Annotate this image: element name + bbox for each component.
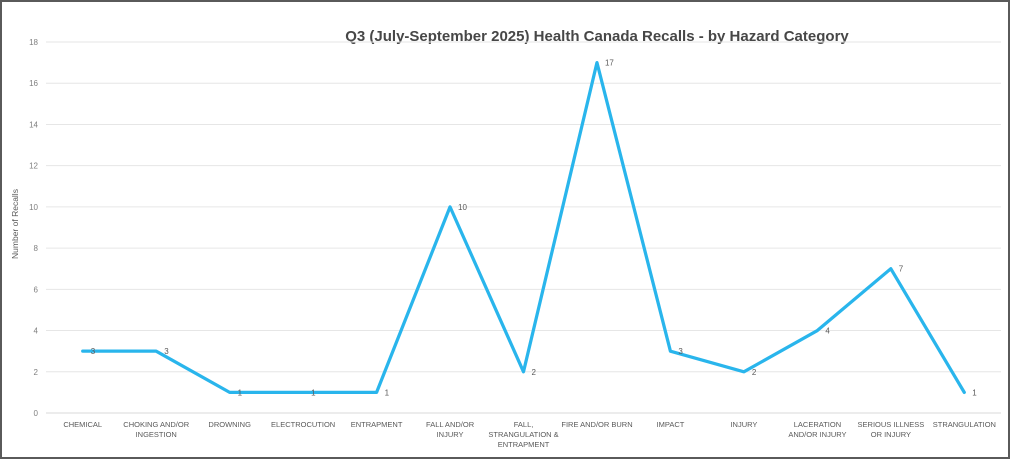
y-tick-label: 12 bbox=[29, 162, 38, 171]
data-label: 17 bbox=[605, 59, 614, 68]
data-label: 10 bbox=[458, 203, 467, 212]
data-label: 2 bbox=[752, 368, 757, 377]
y-tick-label: 8 bbox=[34, 244, 39, 253]
x-axis-label: ELECTROCUTION bbox=[271, 420, 336, 429]
x-axis-label: FALL, STRANGULATION & ENTRAPMENT bbox=[488, 420, 559, 449]
x-axis-label: FALL AND/OR INJURY bbox=[426, 420, 475, 439]
x-axis-label: INJURY bbox=[730, 420, 758, 429]
y-tick-label: 14 bbox=[29, 120, 38, 129]
data-label: 3 bbox=[164, 347, 169, 356]
x-axis-label: CHEMICAL bbox=[63, 420, 103, 429]
data-label: 3 bbox=[91, 347, 96, 356]
data-label: 1 bbox=[385, 388, 390, 397]
x-axis-labels: CHEMICAL CHOKING AND/OR INGESTION DROWNING E… bbox=[46, 420, 1001, 449]
x-axis-label: SERIOUS ILLNESS OR INJURY bbox=[857, 420, 925, 439]
data-label: 1 bbox=[238, 388, 243, 397]
x-axis-label: CHOKING AND/OR INGESTION bbox=[123, 420, 190, 439]
x-axis-label: LACERATION AND/OR INJURY bbox=[788, 420, 847, 439]
y-tick-label: 2 bbox=[34, 368, 39, 377]
data-label: 7 bbox=[899, 265, 904, 274]
y-tick-label: 10 bbox=[29, 203, 38, 212]
data-label: 3 bbox=[678, 347, 683, 356]
x-axis-label: DROWNING bbox=[208, 420, 251, 429]
data-label: 1 bbox=[311, 388, 316, 397]
data-label: 4 bbox=[825, 327, 830, 336]
data-label: 2 bbox=[532, 368, 537, 377]
y-tick-label: 18 bbox=[29, 38, 38, 47]
y-tick-label: 16 bbox=[29, 79, 38, 88]
data-label: 1 bbox=[972, 388, 977, 397]
y-tick-label: 4 bbox=[34, 327, 39, 336]
series-line bbox=[81, 60, 966, 395]
y-tick-label: 0 bbox=[34, 409, 39, 418]
chart-title: Q3 (July-September 2025) Health Canada R… bbox=[345, 28, 849, 45]
x-axis-label: STRANGULATION bbox=[932, 420, 996, 429]
x-axis-label: FIRE AND/OR BURN bbox=[561, 420, 633, 429]
y-tick-label: 6 bbox=[34, 285, 39, 294]
x-axis-label: ENTRAPMENT bbox=[350, 420, 403, 429]
x-axis-label: IMPACT bbox=[656, 420, 685, 429]
